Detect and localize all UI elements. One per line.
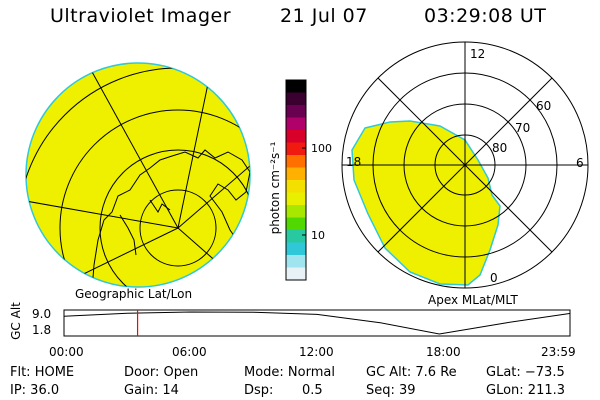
mlt-label-12: 12 — [470, 47, 485, 61]
geographic-longitude: GLon: 211.3 — [486, 383, 566, 398]
colorbar-band — [286, 192, 306, 206]
colorbar-band — [286, 180, 306, 193]
altitude-plot — [63, 309, 571, 337]
magnetic-polar-plot: 12 18 6 0 60 70 80 Apex MLat/MLT — [341, 41, 589, 307]
time-label: 03:29:08 UT — [424, 5, 547, 27]
geographic-map: Geographic Lat/Lon — [25, 62, 251, 301]
right-aurora-fill — [351, 120, 501, 286]
dsp-label: Dsp: — [244, 383, 274, 398]
xtick-1200: 12:00 — [299, 345, 334, 359]
colorbar-band — [286, 105, 306, 118]
xtick-1800: 18:00 — [426, 345, 461, 359]
colorbar-band — [286, 155, 306, 168]
geographic-latitude: GLat: −73.5 — [486, 365, 565, 380]
colorbar-band — [286, 117, 306, 131]
left-caption: Geographic Lat/Lon — [75, 287, 192, 301]
xtick-0600: 06:00 — [172, 345, 207, 359]
gain-value: Gain: 14 — [124, 383, 179, 398]
colorbar-band — [286, 267, 306, 281]
colorbar-band — [286, 242, 306, 256]
colorbar-unit-label: photon cm⁻²s⁻¹ — [268, 141, 282, 234]
altitude-ylabel: GC Alt — [9, 302, 23, 340]
gc-altitude: GC Alt: 7.6 Re — [366, 365, 457, 380]
mlt-label-6: 6 — [576, 156, 584, 170]
flight-status: Flt: HOME — [10, 365, 75, 380]
xtick-2359: 23:59 — [541, 345, 576, 359]
colorbar-band — [286, 130, 306, 143]
colorbar-band — [286, 230, 306, 243]
colorbar-band — [286, 167, 306, 181]
right-caption: Apex MLat/MLT — [428, 293, 518, 307]
colorbar-band — [286, 92, 306, 106]
instrument-title: Ultraviolet Imager — [50, 5, 232, 27]
coastline — [91, 149, 250, 287]
date-label: 21 Jul 07 — [280, 5, 368, 27]
lat-label-60: 60 — [536, 99, 551, 113]
mlt-label-18: 18 — [346, 155, 361, 169]
dsp-value: 0.5 — [302, 383, 323, 398]
colorbar-band — [286, 255, 306, 268]
mlt-label-0: 0 — [490, 271, 498, 285]
colorbar-gradient — [286, 80, 306, 281]
colorbar-band — [286, 80, 306, 93]
altitude-curve — [63, 311, 570, 335]
colorbar-band — [286, 142, 306, 156]
xtick-0000: 00:00 — [49, 345, 84, 359]
left-aurora-fill — [25, 62, 251, 288]
altitude-ytick-top: 9.0 — [32, 307, 52, 321]
lat-label-80: 80 — [492, 141, 507, 155]
colorbar-tick-100: 100 — [311, 142, 332, 155]
polar-grid — [341, 41, 589, 289]
lat-label-70: 70 — [515, 121, 530, 135]
door-status: Door: Open — [124, 365, 199, 380]
sequence-number: Seq: 39 — [366, 383, 416, 398]
altitude-ytick-bottom: 1.8 — [32, 323, 52, 337]
colorbar: 100 10 photon cm⁻²s⁻¹ — [268, 79, 332, 281]
mode-status: Mode: Normal — [244, 365, 335, 380]
colorbar-band — [286, 205, 306, 218]
colorbar-tick-10: 10 — [311, 229, 325, 242]
ip-value: IP: 36.0 — [10, 383, 60, 398]
colorbar-band — [286, 217, 306, 231]
